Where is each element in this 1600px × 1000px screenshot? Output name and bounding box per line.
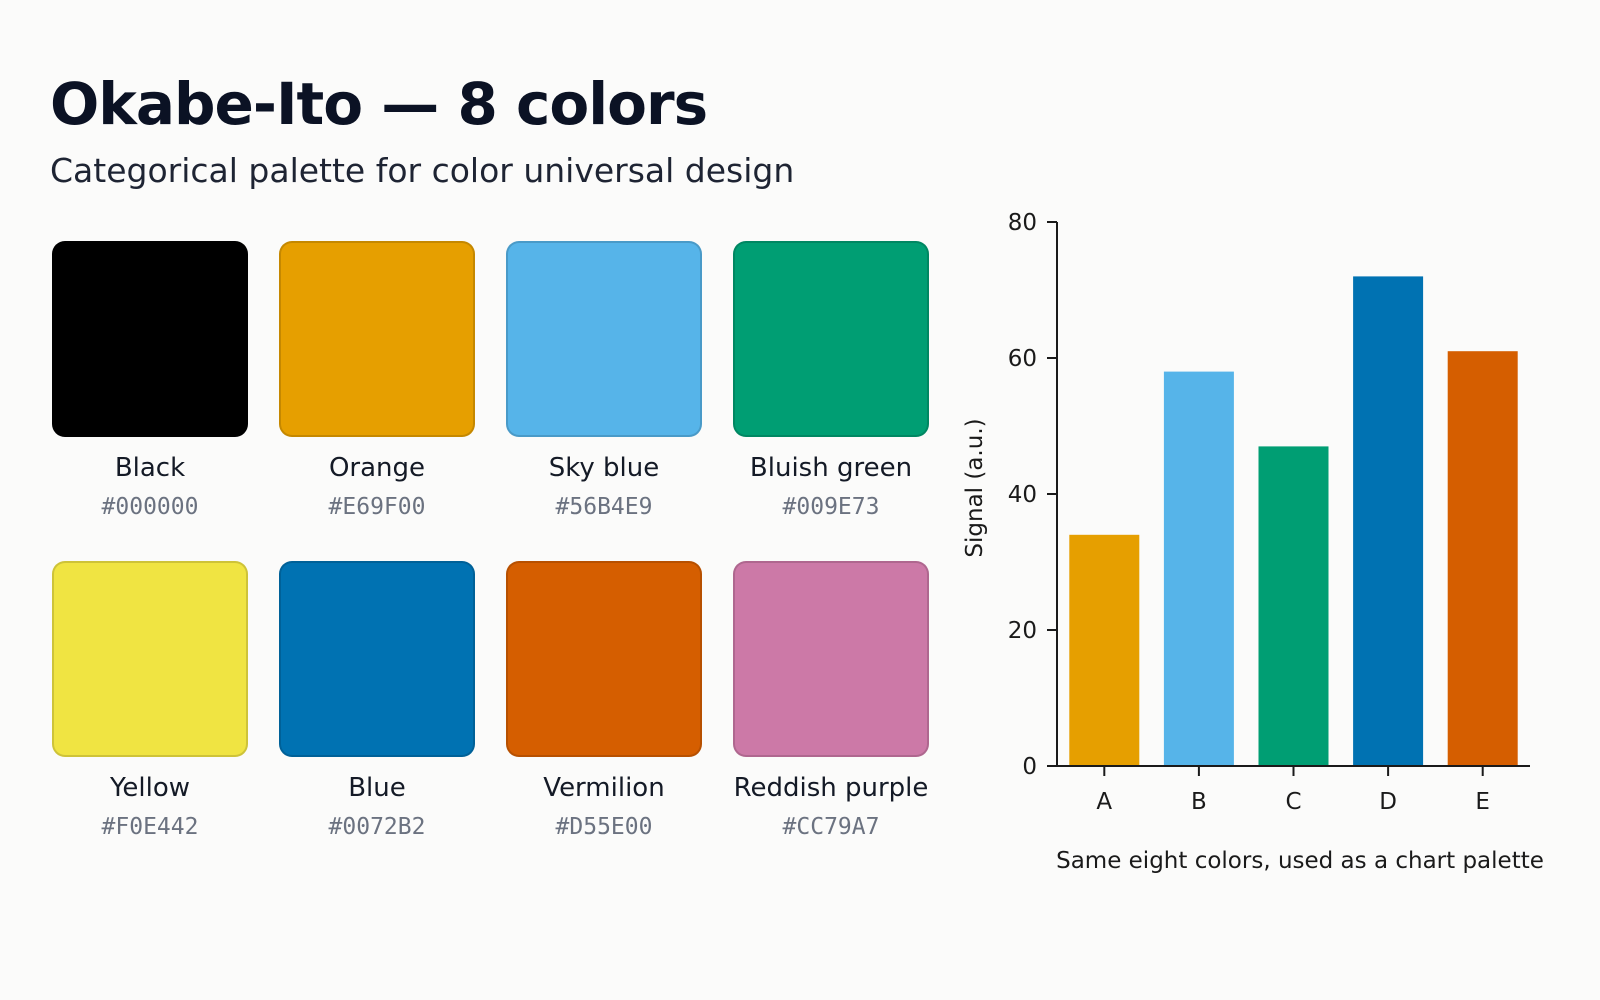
swatch-hex: #000000 bbox=[101, 494, 199, 520]
y-tick-label: 40 bbox=[1008, 482, 1037, 508]
swatch-hex: #CC79A7 bbox=[782, 814, 880, 840]
bar-d bbox=[1353, 276, 1424, 766]
y-tick-label: 80 bbox=[1008, 210, 1037, 236]
swatch-card-blue: Blue #0072B2 bbox=[279, 561, 475, 847]
swatch-sky-blue bbox=[506, 241, 702, 437]
y-tick-label: 0 bbox=[1022, 754, 1037, 780]
swatch-card-bluish-green: Bluish green #009E73 bbox=[733, 241, 929, 527]
swatch-name: Reddish purple bbox=[733, 773, 929, 803]
swatch-card-orange: Orange #E69F00 bbox=[279, 241, 475, 527]
swatch-name: Yellow bbox=[109, 773, 191, 803]
swatch-vermilion bbox=[506, 561, 702, 757]
swatch-blue bbox=[279, 561, 475, 757]
x-tick-label: B bbox=[1191, 789, 1207, 815]
swatch-name: Blue bbox=[348, 773, 406, 803]
x-tick-label: C bbox=[1285, 789, 1301, 815]
swatch-name: Sky blue bbox=[548, 453, 660, 483]
x-tick-label: D bbox=[1379, 789, 1397, 815]
swatch-name: Black bbox=[114, 453, 186, 483]
x-tick-label: E bbox=[1475, 789, 1490, 815]
y-tick-label: 20 bbox=[1008, 618, 1037, 644]
swatch-card-vermilion: Vermilion #D55E00 bbox=[506, 561, 702, 847]
swatch-hex: #0072B2 bbox=[328, 814, 426, 840]
page-subtitle: Categorical palette for color universal … bbox=[50, 151, 795, 190]
swatch-card-yellow: Yellow #F0E442 bbox=[52, 561, 248, 847]
swatch-reddish-purple bbox=[733, 561, 929, 757]
bar-c bbox=[1258, 446, 1329, 766]
swatch-hex: #E69F00 bbox=[328, 494, 426, 520]
swatch-card-sky-blue: Sky blue #56B4E9 bbox=[506, 241, 702, 527]
swatch-hex: #56B4E9 bbox=[555, 494, 653, 520]
swatch-name: Vermilion bbox=[543, 773, 665, 803]
bar-e bbox=[1447, 351, 1518, 766]
swatch-hex: #F0E442 bbox=[101, 814, 199, 840]
y-axis-title: Signal (a.u.) bbox=[962, 418, 988, 557]
bar-chart-svg: 0 20 40 60 80 A B C D E Signal (a.u.) bbox=[962, 210, 1530, 815]
chart-caption: Same eight colors, used as a chart palet… bbox=[1056, 848, 1544, 874]
swatch-yellow bbox=[52, 561, 248, 757]
swatch-hex: #009E73 bbox=[782, 494, 880, 520]
page-title: Okabe-Ito — 8 colors bbox=[50, 70, 708, 138]
y-tick-label: 60 bbox=[1008, 346, 1037, 372]
bar-b bbox=[1163, 371, 1234, 766]
swatch-name: Orange bbox=[328, 453, 426, 483]
swatch-black bbox=[52, 241, 248, 437]
swatch-card-black: Black #000000 bbox=[52, 241, 248, 527]
swatch-bluish-green bbox=[733, 241, 929, 437]
swatch-name: Bluish green bbox=[749, 453, 913, 483]
bar-chart: 0 20 40 60 80 A B C D E Signal (a.u.) bbox=[960, 200, 1580, 900]
x-tick-label: A bbox=[1096, 789, 1112, 815]
bar-a bbox=[1069, 534, 1140, 766]
swatch-orange bbox=[279, 241, 475, 437]
swatch-card-reddish-purple: Reddish purple #CC79A7 bbox=[733, 561, 929, 847]
swatch-hex: #D55E00 bbox=[555, 814, 653, 840]
swatch-grid: Black #000000 Orange #E69F00 Sky blue #5… bbox=[52, 241, 944, 861]
